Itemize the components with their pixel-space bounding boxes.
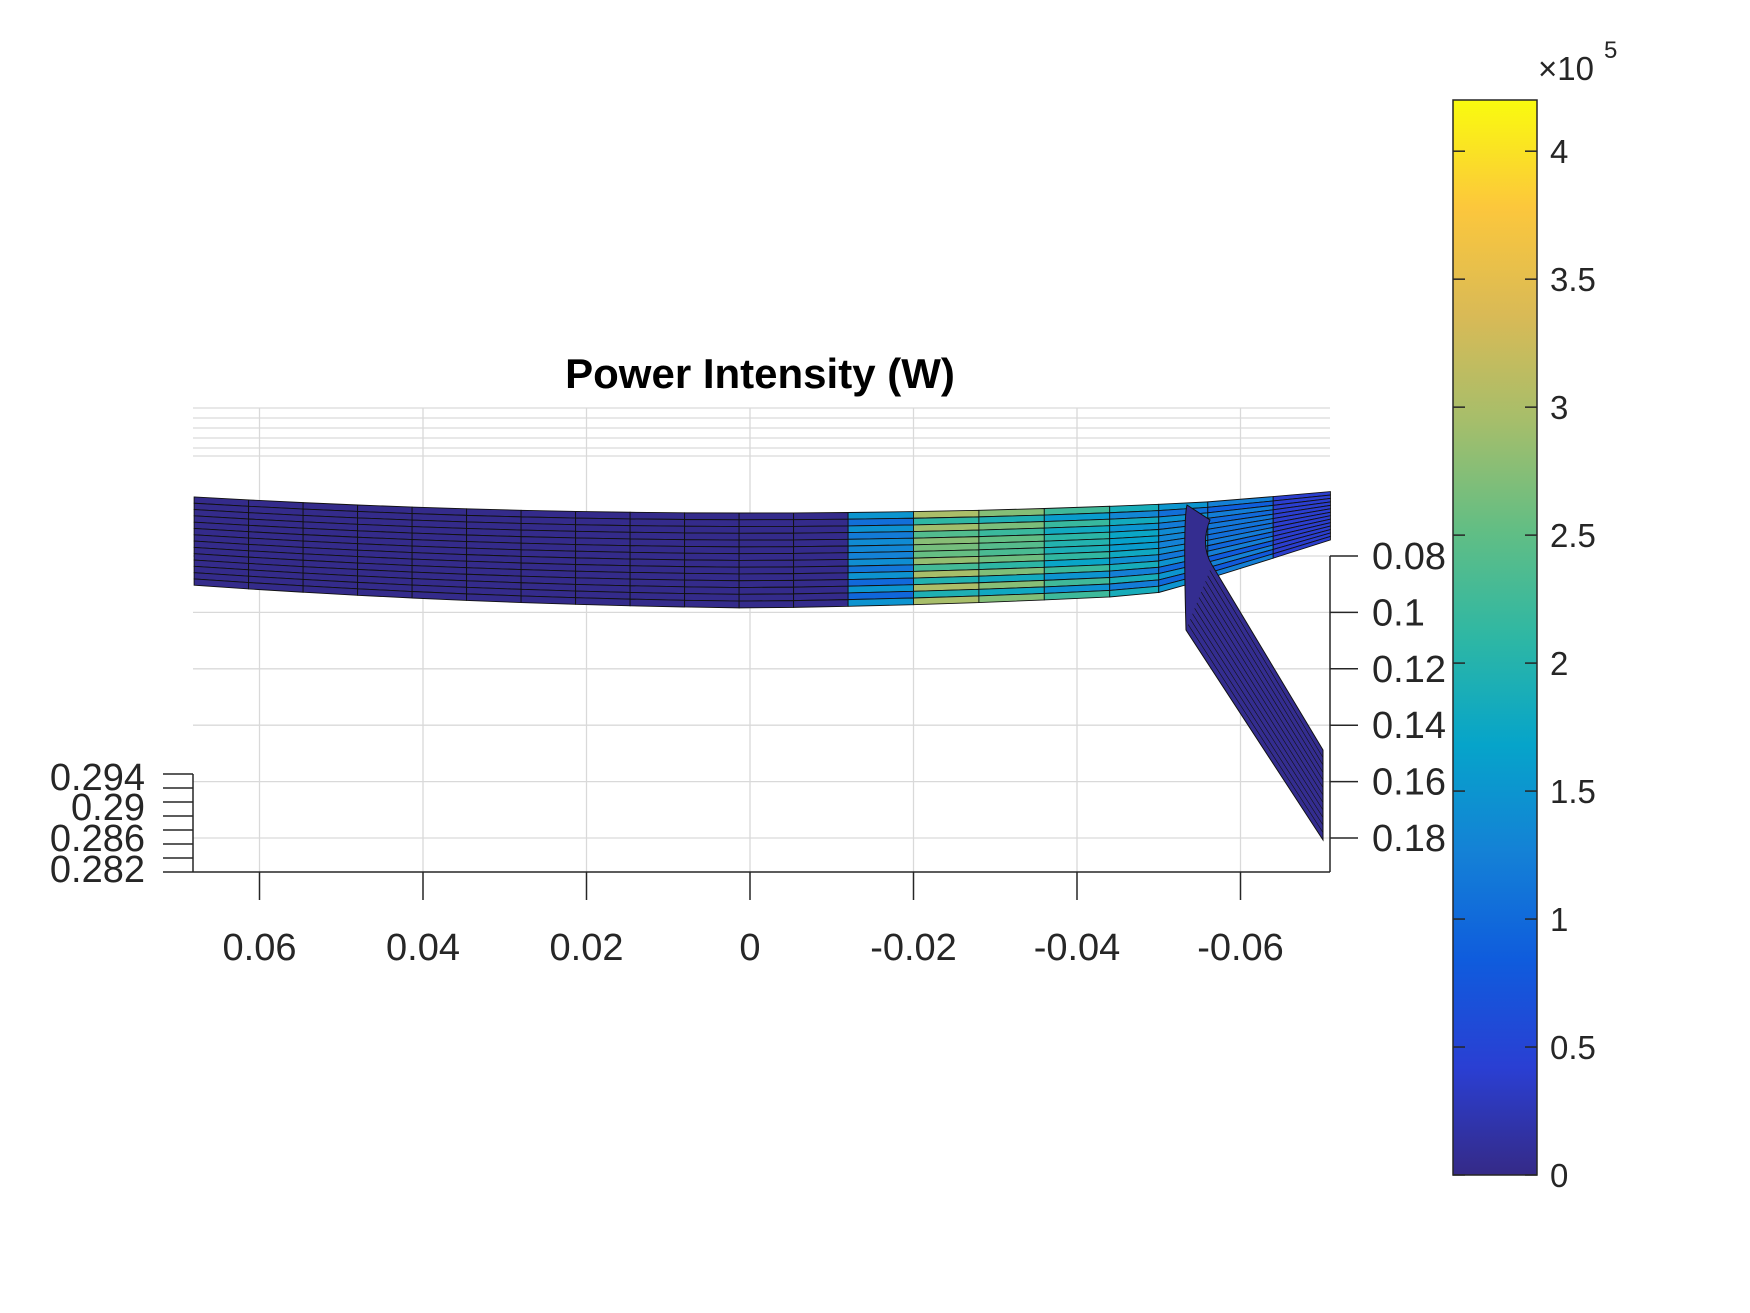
surface-cell xyxy=(684,566,740,575)
z-tick-label: 0.294 xyxy=(50,757,145,799)
surface-cell xyxy=(629,511,686,520)
plate-mesh-line xyxy=(1198,597,1324,796)
colorbar-ticks: 0 0.5 1 1.5 2 2.5 3 3.5 4 xyxy=(1453,133,1596,1194)
plate-mesh-line xyxy=(1194,608,1324,811)
x-axis-ticks: 0.06 0.04 0.02 0 -0.02 -0.04 -0.06 xyxy=(223,872,1284,969)
colorbar-tick-label: 1 xyxy=(1550,901,1568,938)
axes xyxy=(192,556,1331,873)
surface-cell xyxy=(629,518,686,527)
surface-cell xyxy=(520,595,577,605)
surface-cell xyxy=(684,539,740,548)
surface-cell xyxy=(738,586,795,595)
plate-surface xyxy=(1184,504,1324,842)
surface-cell xyxy=(738,546,795,555)
y-tick-label: 0.16 xyxy=(1372,762,1446,804)
colorbar-tick-label: 2 xyxy=(1550,645,1568,682)
colorbar-tick-label: 2.5 xyxy=(1550,517,1596,554)
plate-mesh-line xyxy=(1196,602,1324,803)
x-tick-label: -0.06 xyxy=(1197,927,1284,969)
colorbar-tick-label: 3.5 xyxy=(1550,261,1596,298)
plate-mesh-line xyxy=(1205,581,1324,773)
surface-cell xyxy=(738,559,795,568)
surface-cell xyxy=(575,597,631,607)
x-tick-label: 0.04 xyxy=(386,927,460,969)
surface-cell xyxy=(793,599,849,608)
surface-cell xyxy=(913,595,980,606)
colorbar-tick-label: 4 xyxy=(1550,133,1568,170)
plate-mesh-line xyxy=(1190,619,1324,826)
z-tick-label: 0.286 xyxy=(50,818,145,860)
curved-band-surface xyxy=(193,491,1331,609)
surface-cell xyxy=(738,566,795,575)
surface-cell xyxy=(629,538,686,547)
plate-mesh-line xyxy=(1187,624,1324,833)
inclined-plate-surface xyxy=(1184,504,1324,842)
surface-cell xyxy=(684,525,740,534)
surface-cell xyxy=(629,531,686,541)
colorbar-tick-label: 3 xyxy=(1550,389,1568,426)
plate-mesh-line xyxy=(1203,586,1324,781)
surface-cell xyxy=(684,586,740,595)
x-tick-label: -0.02 xyxy=(870,927,957,969)
surface-cell xyxy=(793,558,849,568)
surface-cell xyxy=(793,545,849,554)
surface-cell xyxy=(629,598,686,608)
colorbar-tick-label: 1.5 xyxy=(1550,773,1596,810)
surface-cell xyxy=(684,532,740,541)
x-tick-label: 0.06 xyxy=(223,927,297,969)
colorbar xyxy=(1452,99,1538,1176)
colorbar-multiplier: ×10 xyxy=(1538,50,1594,87)
surface-cell xyxy=(793,518,849,527)
y-tick-label: 0.18 xyxy=(1372,818,1446,860)
y-axis-ticks: 0.08 0.1 0.12 0.14 0.16 0.18 xyxy=(1330,536,1446,860)
surface-cell xyxy=(629,525,686,534)
surface-cell xyxy=(738,579,795,588)
colorbar-tick-label: 0 xyxy=(1550,1157,1568,1194)
surface-cell xyxy=(738,512,795,521)
chart-title: Power Intensity (W) xyxy=(565,350,955,397)
surface-cell xyxy=(738,593,795,602)
colorbar-tick-label: 0.5 xyxy=(1550,1029,1596,1066)
grid-lines xyxy=(193,407,1330,872)
surface-cell xyxy=(738,552,795,561)
surface-cell xyxy=(684,545,740,555)
surface-cell xyxy=(684,512,740,521)
surface-cell xyxy=(684,599,740,609)
x-tick-label: 0 xyxy=(739,927,760,969)
surface-cell xyxy=(738,525,795,534)
z-tick-label: 0.282 xyxy=(50,849,145,891)
plate-mesh-line xyxy=(1209,570,1324,758)
surface-cell xyxy=(793,552,849,561)
surface-cell xyxy=(738,600,795,609)
surface-cell xyxy=(793,538,849,548)
surface-cell xyxy=(793,532,849,541)
y-tick-label: 0.12 xyxy=(1372,649,1446,691)
surface-cell xyxy=(684,559,740,568)
surface-cell xyxy=(738,573,795,582)
plate-mesh-line xyxy=(1200,591,1324,788)
surface-cell xyxy=(738,532,795,541)
surface-cell xyxy=(847,597,914,607)
surface-cell xyxy=(793,512,849,521)
y-tick-label: 0.1 xyxy=(1372,592,1425,634)
plate-mesh-line xyxy=(1192,613,1324,818)
plate-mesh-line xyxy=(1207,575,1324,766)
surface-cell xyxy=(738,539,795,548)
surface-cell xyxy=(1272,535,1331,559)
surface-cell xyxy=(738,519,795,527)
z-tick-label: 0.29 xyxy=(71,787,145,829)
surface-cell xyxy=(684,552,740,561)
y-tick-label: 0.14 xyxy=(1372,705,1446,747)
surface-cell xyxy=(793,525,849,534)
colorbar-exponent: 5 xyxy=(1604,37,1617,64)
surface-cell xyxy=(684,579,740,588)
x-tick-label: 0.02 xyxy=(550,927,624,969)
x-tick-label: -0.04 xyxy=(1034,927,1121,969)
surface-cell xyxy=(684,572,740,582)
surface-cell xyxy=(684,519,740,527)
y-tick-label: 0.08 xyxy=(1372,536,1446,578)
